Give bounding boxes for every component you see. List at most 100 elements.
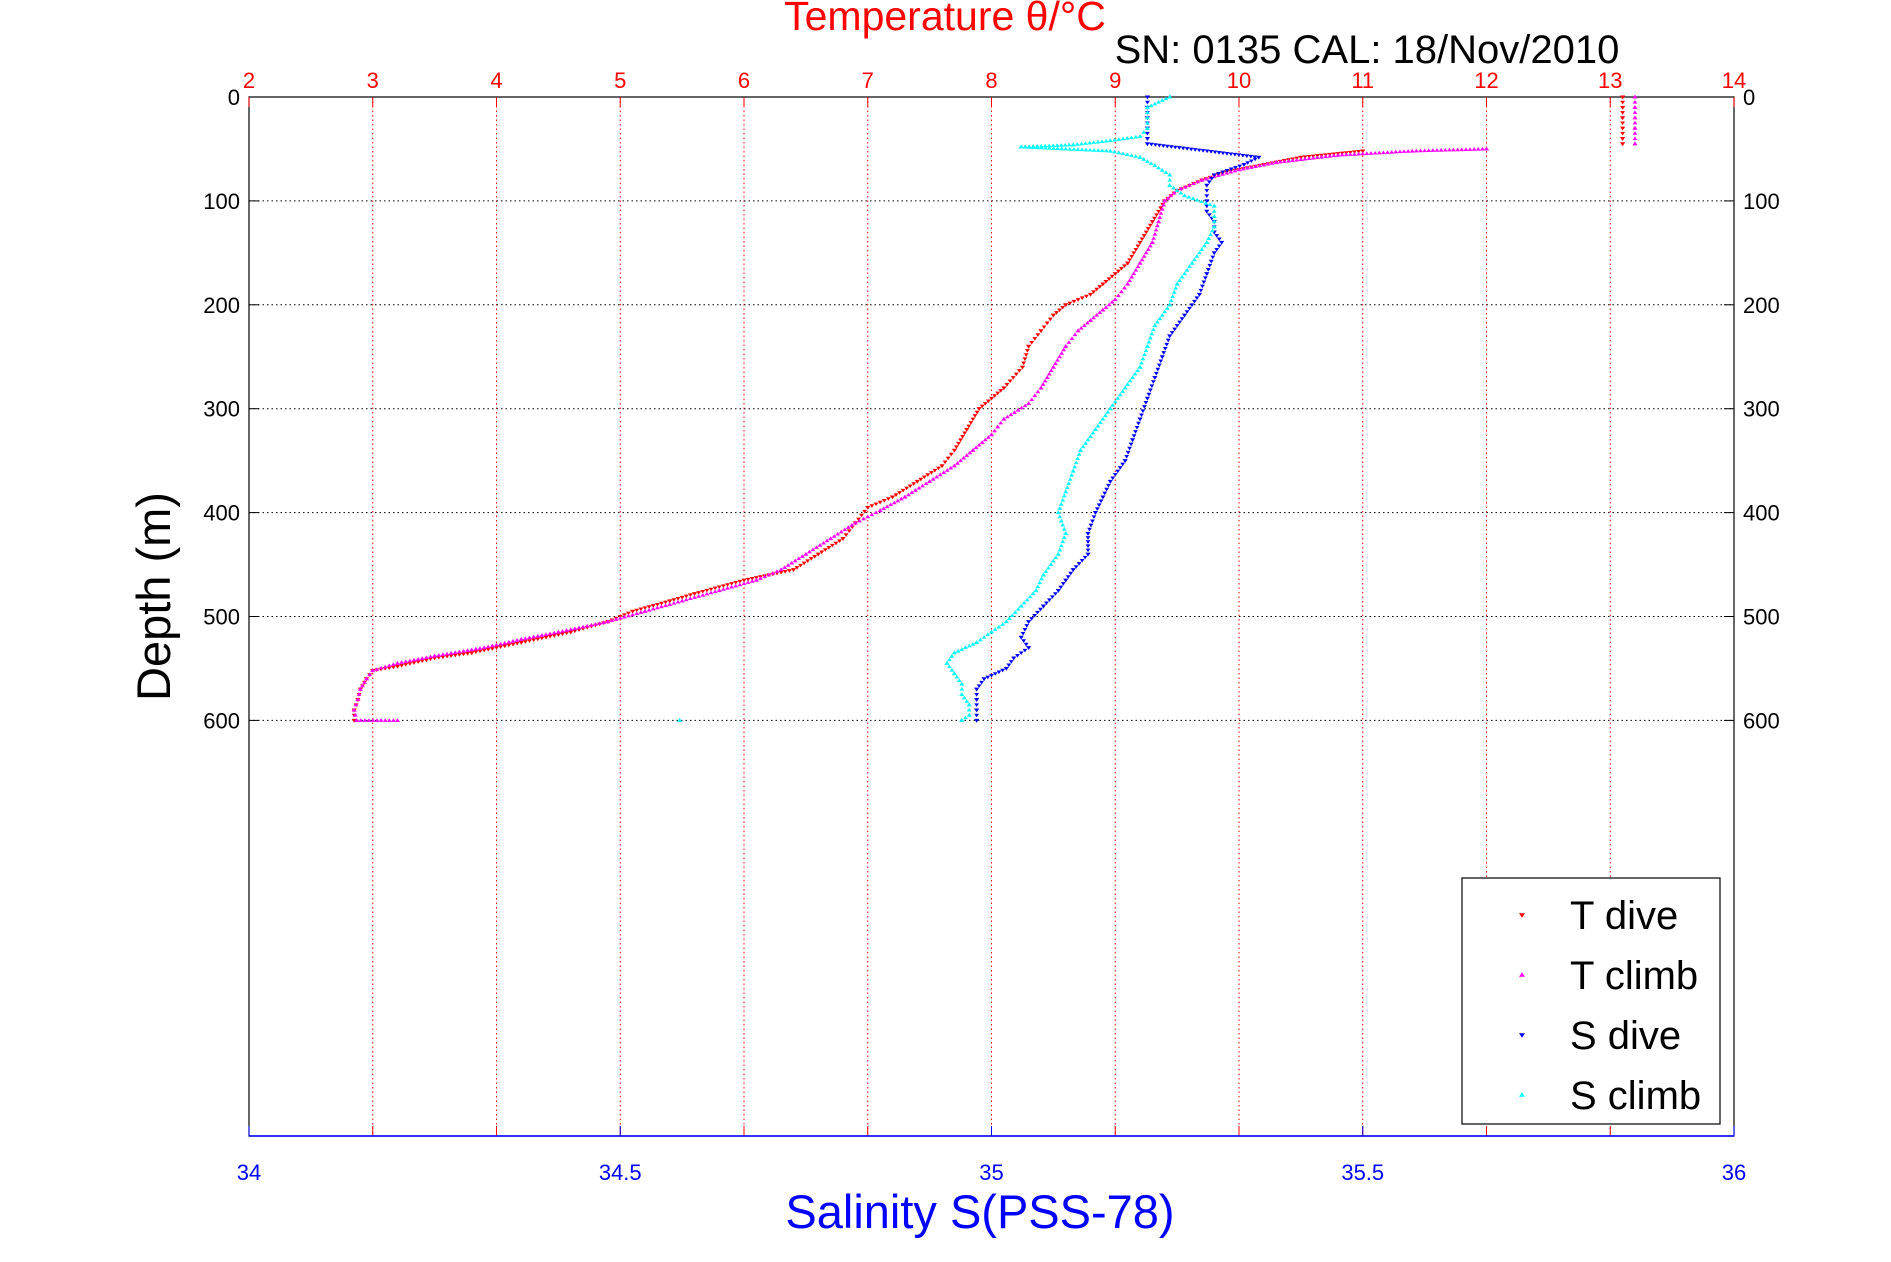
data-point bbox=[1087, 292, 1094, 297]
data-point bbox=[923, 481, 929, 486]
data-point bbox=[1139, 360, 1144, 365]
data-point bbox=[1397, 149, 1403, 154]
data-point bbox=[1236, 153, 1242, 158]
data-point bbox=[456, 653, 462, 657]
data-point bbox=[1194, 197, 1200, 202]
data-point bbox=[1047, 598, 1052, 603]
data-point bbox=[1092, 427, 1099, 432]
data-point bbox=[1115, 293, 1121, 298]
data-point bbox=[1029, 397, 1035, 402]
data-point bbox=[1070, 568, 1076, 573]
data-point bbox=[979, 680, 984, 685]
data-point bbox=[390, 665, 396, 670]
data-point bbox=[1039, 576, 1045, 581]
data-point bbox=[1079, 147, 1085, 152]
data-point bbox=[1022, 403, 1028, 408]
data-point bbox=[1021, 361, 1027, 366]
data-point bbox=[1620, 121, 1626, 126]
data-point bbox=[477, 649, 483, 654]
data-point bbox=[1048, 562, 1054, 566]
data-point bbox=[1110, 403, 1116, 407]
data-point bbox=[630, 612, 636, 617]
data-point bbox=[1057, 514, 1063, 519]
data-point bbox=[1632, 131, 1638, 135]
data-point bbox=[1154, 319, 1160, 324]
data-point bbox=[1097, 310, 1103, 315]
data-point bbox=[1127, 258, 1133, 262]
data-point bbox=[539, 633, 545, 637]
depth-tick-label: 400 bbox=[1743, 501, 1780, 526]
data-point bbox=[1463, 147, 1469, 151]
data-point bbox=[1046, 143, 1052, 148]
data-point bbox=[1035, 610, 1040, 615]
data-point bbox=[1066, 142, 1072, 147]
data-point bbox=[1115, 269, 1121, 274]
data-point bbox=[1141, 234, 1147, 238]
data-point bbox=[1142, 352, 1147, 357]
data-point bbox=[881, 499, 887, 503]
data-point bbox=[1176, 146, 1182, 150]
data-point bbox=[1149, 220, 1155, 225]
data-point bbox=[469, 651, 475, 656]
data-point bbox=[1013, 372, 1019, 377]
data-point bbox=[1620, 126, 1626, 131]
data-point bbox=[902, 494, 908, 499]
data-point bbox=[448, 651, 454, 655]
data-point bbox=[1091, 315, 1096, 320]
data-point bbox=[1001, 386, 1007, 391]
data-point bbox=[362, 680, 367, 684]
data-point bbox=[1035, 145, 1040, 150]
data-point bbox=[1356, 150, 1362, 154]
data-point bbox=[766, 572, 772, 577]
data-point bbox=[1459, 147, 1465, 152]
data-point bbox=[1196, 148, 1202, 153]
data-point bbox=[1152, 375, 1158, 380]
data-point bbox=[1073, 460, 1079, 465]
legend-marker-s-climb bbox=[1519, 1092, 1525, 1097]
data-point bbox=[1165, 338, 1171, 343]
data-point bbox=[1087, 318, 1094, 322]
data-point bbox=[928, 471, 934, 475]
data-point bbox=[1063, 303, 1069, 308]
data-point bbox=[572, 626, 578, 631]
data-point bbox=[477, 646, 483, 650]
data-point bbox=[1189, 260, 1195, 265]
data-point bbox=[1241, 162, 1247, 167]
data-point bbox=[1214, 234, 1220, 238]
data-point bbox=[1152, 323, 1158, 328]
data-point bbox=[831, 534, 837, 538]
data-point bbox=[1211, 209, 1217, 213]
data-point bbox=[1195, 179, 1201, 184]
data-point bbox=[1060, 305, 1066, 310]
data-point bbox=[1010, 376, 1016, 380]
data-point bbox=[1083, 441, 1088, 445]
salinity-tick-label: 34 bbox=[237, 1160, 261, 1185]
data-point bbox=[1206, 213, 1212, 217]
temperature-tick-label: 11 bbox=[1351, 68, 1374, 93]
data-point bbox=[1380, 150, 1386, 155]
data-point bbox=[966, 707, 972, 712]
data-point bbox=[1019, 365, 1026, 370]
data-point bbox=[1087, 147, 1093, 152]
data-point bbox=[1253, 164, 1258, 168]
data-point bbox=[1096, 503, 1102, 507]
data-point bbox=[1018, 144, 1024, 149]
data-point bbox=[964, 427, 970, 432]
data-point bbox=[1107, 138, 1113, 143]
data-point bbox=[976, 684, 982, 688]
data-point bbox=[1187, 264, 1192, 269]
data-point bbox=[1106, 302, 1112, 307]
data-point bbox=[898, 496, 904, 501]
data-point bbox=[889, 495, 896, 500]
data-point bbox=[918, 477, 924, 482]
data-point bbox=[1257, 163, 1263, 168]
data-point bbox=[551, 630, 557, 635]
temperature-tick-label: 9 bbox=[1109, 68, 1121, 93]
data-point bbox=[650, 606, 656, 611]
data-point bbox=[1211, 251, 1217, 256]
data-point bbox=[720, 584, 726, 588]
data-point bbox=[1219, 240, 1225, 245]
data-point bbox=[531, 634, 537, 639]
data-point bbox=[1172, 145, 1178, 150]
data-point bbox=[796, 556, 802, 561]
